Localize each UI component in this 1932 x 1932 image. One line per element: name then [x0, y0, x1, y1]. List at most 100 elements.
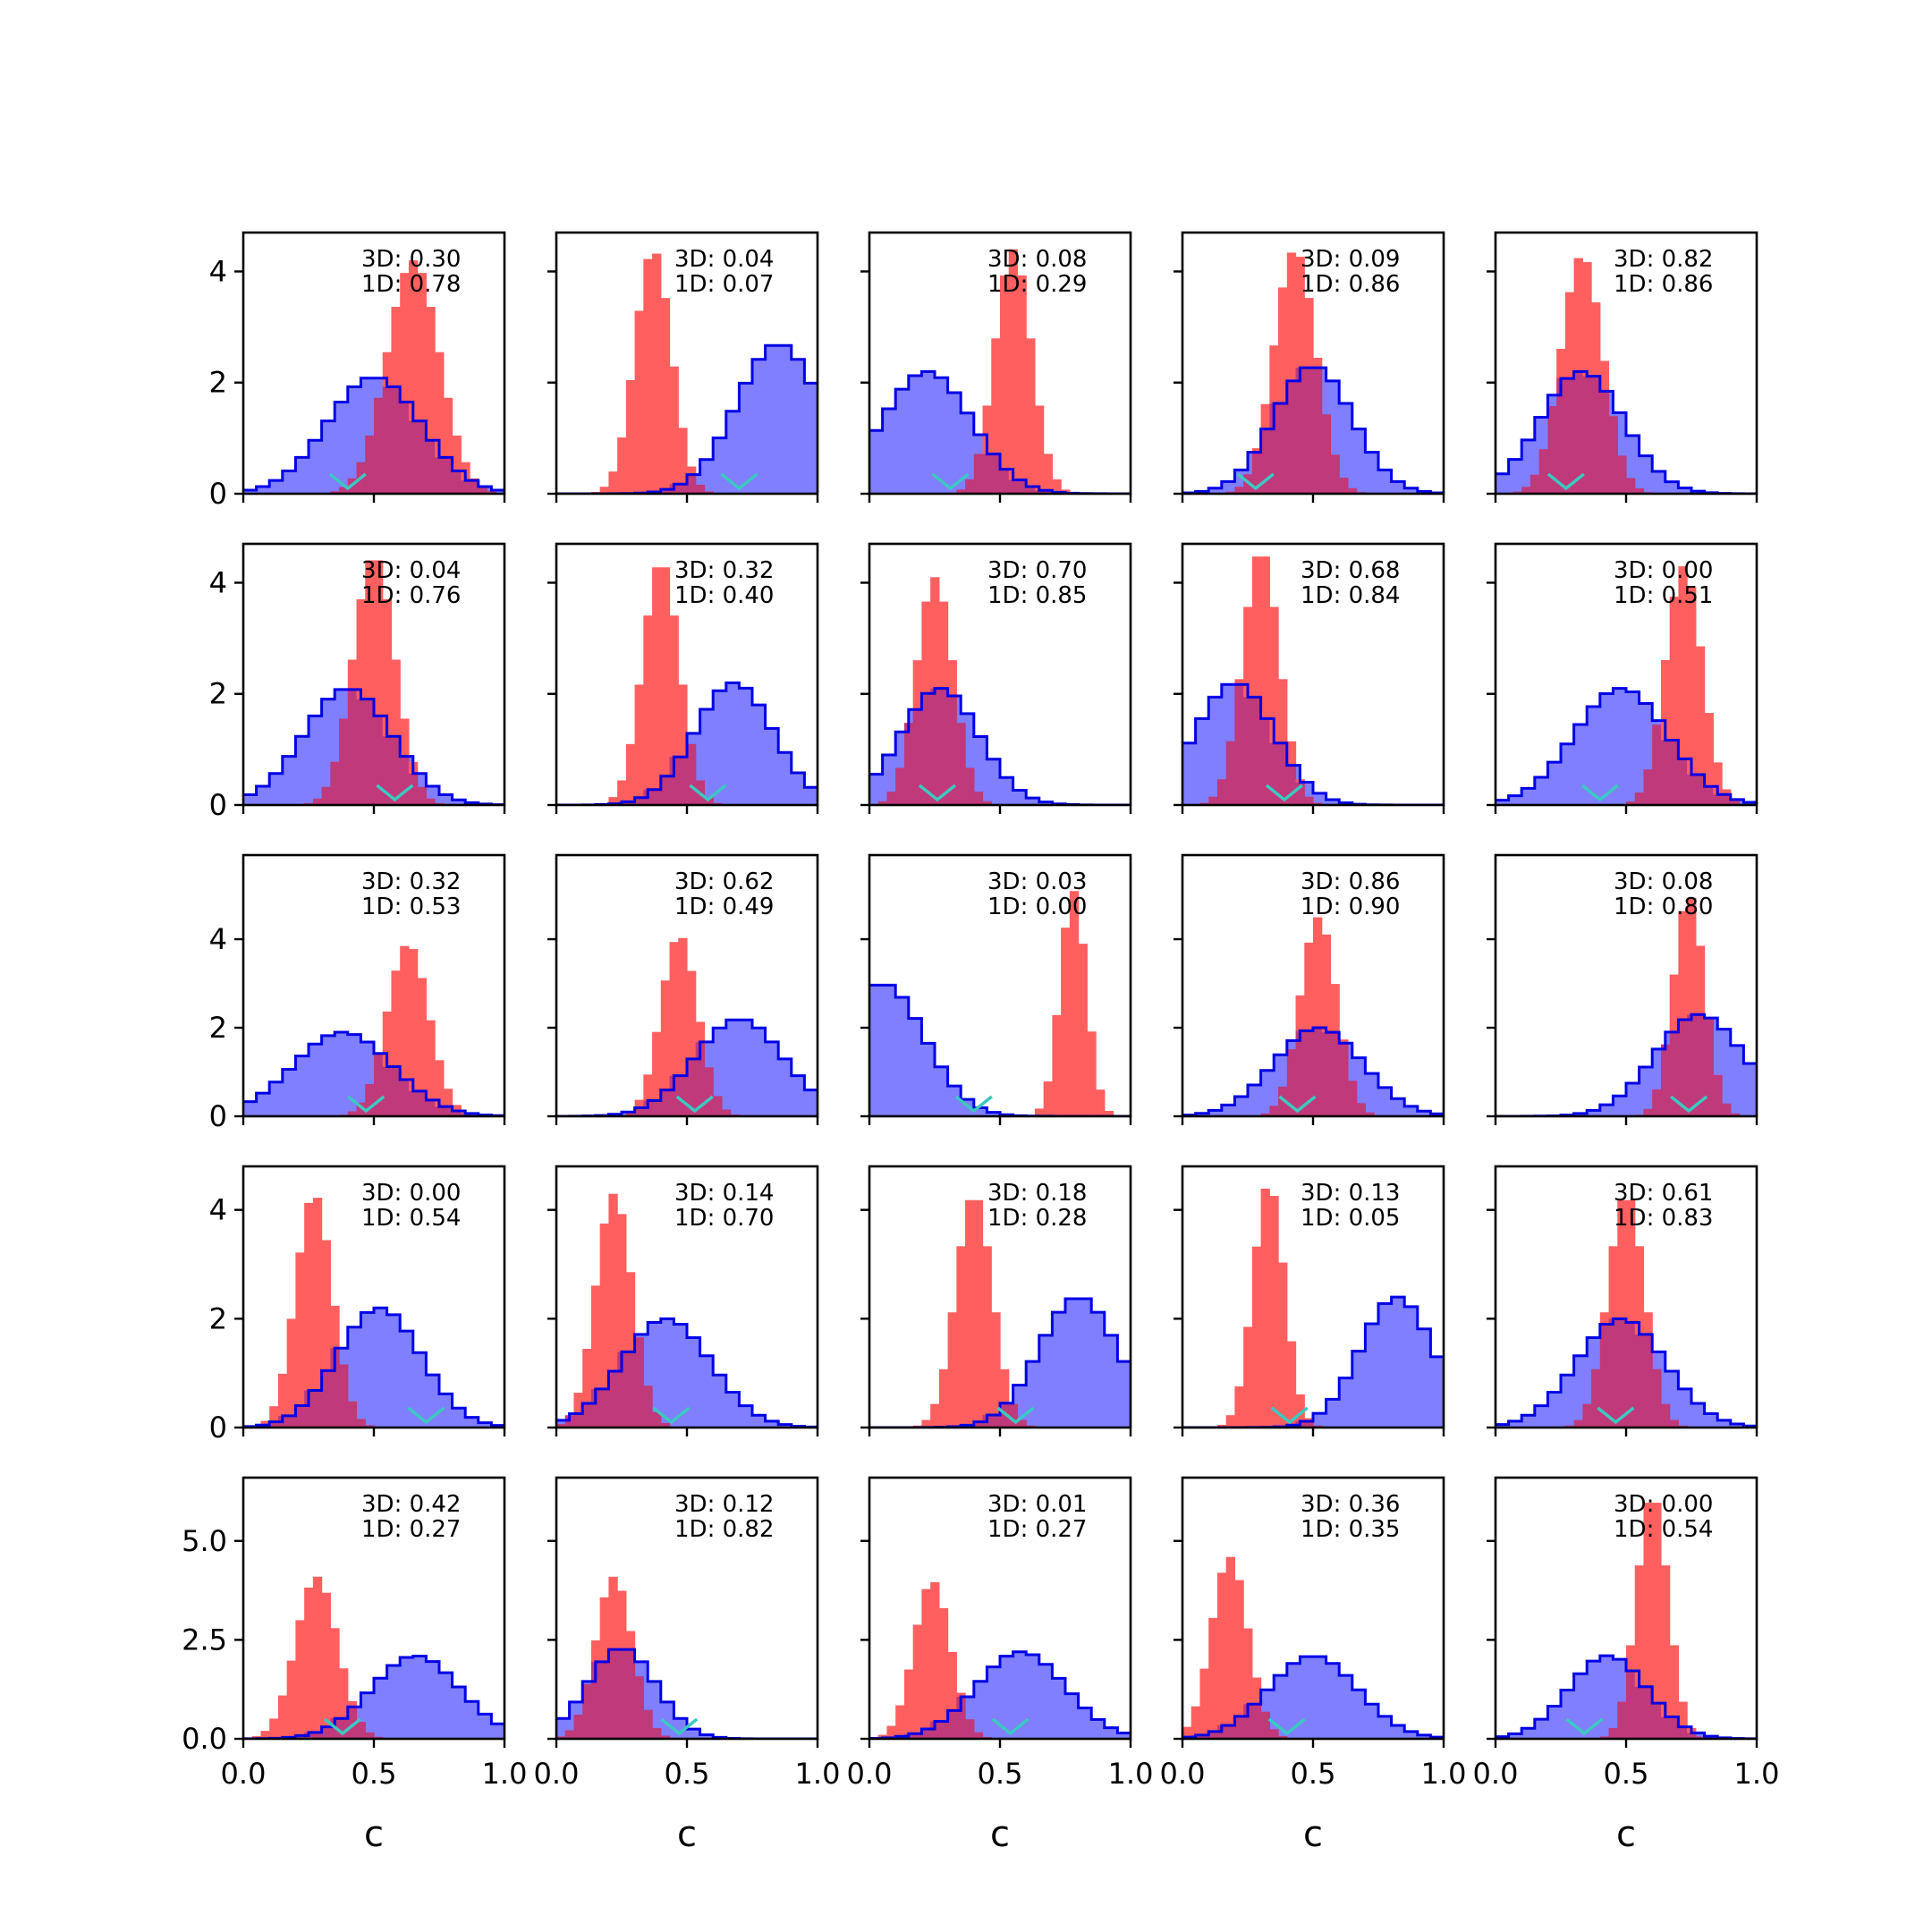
overlap-bar [382, 1066, 393, 1116]
overlap-bar [339, 1364, 349, 1428]
overlap-bar [1591, 1368, 1601, 1428]
overlap-bar [1295, 368, 1305, 494]
overlap-bar [973, 1421, 984, 1428]
annotation-3d: 3D: 0.42 [361, 1491, 461, 1518]
overlap-bar [625, 1649, 636, 1739]
red-1d-bar [938, 601, 949, 690]
red-1d-bar [1208, 1617, 1218, 1733]
red-1d-bar [391, 970, 401, 1067]
overlap-bar [634, 797, 644, 805]
red-1d-bar [1096, 1089, 1106, 1116]
overlap-bar [921, 693, 931, 805]
red-1d-bar [634, 1099, 644, 1108]
overlap-bar [408, 420, 419, 494]
red-1d-bar [1216, 1572, 1227, 1726]
red-1d-bar [947, 1651, 957, 1711]
annotation-1d: 1D: 0.76 [361, 582, 461, 609]
overlap-bar [1251, 697, 1262, 805]
overlap-bar [678, 1075, 688, 1116]
panel-plot-area [1496, 566, 1757, 805]
overlap-bar [1260, 1711, 1270, 1739]
marker-chevron-icon [918, 784, 957, 802]
overlap-bar [1652, 1703, 1662, 1739]
overlap-bar [1269, 1106, 1279, 1116]
red-1d-bar [269, 1406, 279, 1423]
red-1d-bar [1043, 1081, 1053, 1116]
red-1d-bar [1052, 1014, 1062, 1116]
overlap-bar [1556, 378, 1566, 494]
red-1d-bar [1634, 1246, 1645, 1335]
annotation-3d: 3D: 0.62 [674, 869, 774, 895]
panel-plot-area [556, 937, 818, 1116]
red-1d-bar [938, 1607, 949, 1722]
overlap-bar [1330, 454, 1340, 494]
red-1d-bar [1304, 298, 1314, 369]
overlap-bar [1278, 742, 1288, 805]
red-1d-bar [608, 1576, 618, 1650]
red-1d-bar [382, 352, 393, 387]
overlap-bar [991, 1415, 1001, 1428]
overlap-bar [1347, 487, 1358, 494]
red-1d-bar [652, 567, 662, 791]
annotation-3d: 3D: 0.32 [361, 869, 461, 895]
overlap-bar [1634, 792, 1645, 805]
overlap-bar [956, 723, 966, 805]
overlap-bar [1286, 380, 1297, 494]
overlap-bar [704, 1067, 714, 1116]
red-1d-bar [617, 780, 627, 802]
overlap-bar [590, 1388, 601, 1428]
overlap-bar [400, 756, 410, 805]
overlap-bar [713, 1096, 723, 1116]
overlap-bar [1260, 718, 1270, 805]
annotation-3d: 3D: 0.04 [674, 246, 774, 273]
red-1d-bar [625, 379, 636, 494]
panel-plot-area [243, 1576, 504, 1739]
red-1d-bar [1234, 1386, 1244, 1428]
overlap-bar [1538, 449, 1548, 494]
panel-plot-area [1496, 1199, 1757, 1428]
annotation-3d: 3D: 0.70 [987, 557, 1087, 584]
red-1d-bar [1017, 275, 1027, 480]
red-1d-bar [1330, 984, 1340, 1033]
overlap-bar [965, 479, 975, 494]
red-1d-bar [1260, 556, 1270, 719]
overlap-bar [1321, 1032, 1332, 1116]
annotation-1d: 1D: 0.80 [1614, 894, 1713, 920]
red-1d-bar [599, 487, 609, 494]
red-1d-bar [573, 1393, 583, 1414]
overlap-bar [1330, 1032, 1340, 1116]
panel-plot-area [1496, 897, 1757, 1116]
red-1d-bar [1260, 403, 1270, 430]
red-1d-bar [1251, 556, 1262, 698]
red-1d-bar [1643, 1503, 1653, 1688]
overlap-bar [1043, 490, 1053, 494]
overlap-bar [982, 453, 992, 494]
red-1d-bar [1008, 249, 1019, 480]
overlap-bar [1722, 1103, 1732, 1116]
red-1d-bar [617, 1214, 627, 1352]
annotation-3d: 3D: 0.09 [1301, 246, 1400, 273]
x-tick-label: 0.5 [1604, 1757, 1649, 1791]
y-tick-label: 2 [209, 677, 227, 711]
overlap-bar [947, 1710, 957, 1739]
overlap-bar [1643, 1334, 1653, 1428]
panel-plot-area [1182, 917, 1444, 1116]
red-1d-bar [1286, 252, 1297, 382]
red-1d-bar [965, 1199, 975, 1426]
overlap-bar [1251, 452, 1262, 494]
red-1d-bar [625, 743, 636, 802]
blue-3d-outline [556, 1317, 818, 1428]
red-1d-bar [1304, 1418, 1314, 1422]
overlap-bar [417, 420, 427, 494]
red-1d-bar [921, 601, 931, 694]
overlap-bar [1608, 416, 1618, 494]
blue-3d-outline [243, 377, 504, 492]
annotation-3d: 3D: 0.82 [1614, 246, 1713, 273]
red-1d-bar [930, 1581, 940, 1722]
